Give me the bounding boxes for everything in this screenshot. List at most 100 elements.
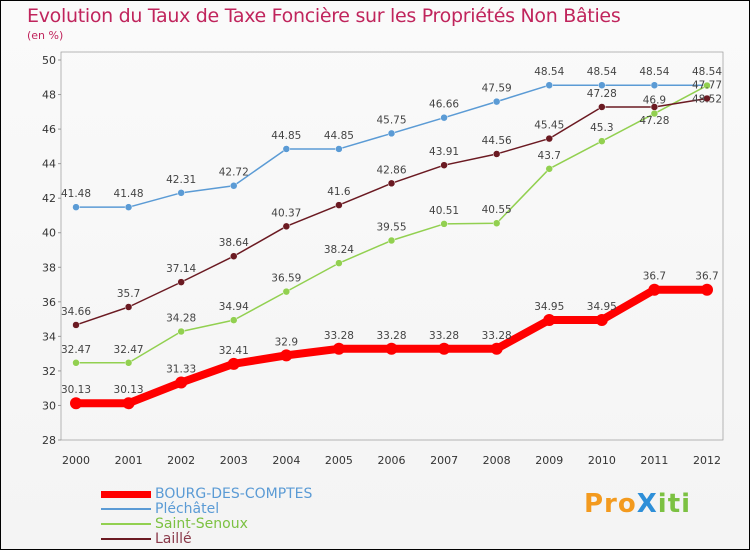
data-point [124, 203, 133, 211]
data-point [175, 376, 188, 389]
chart-title: Evolution du Taux de Taxe Foncière sur l… [27, 5, 621, 27]
data-point [177, 278, 185, 286]
data-label: 34.94 [219, 301, 249, 313]
x-tick-label: 2012 [693, 454, 721, 467]
data-label: 47.28 [587, 88, 617, 100]
x-tick-label: 2011 [640, 454, 668, 467]
y-tick-label: 40 [42, 227, 56, 240]
data-point [70, 397, 82, 410]
data-label: 44.56 [482, 135, 512, 147]
y-tick-label: 50 [42, 54, 56, 67]
y-tick-label: 28 [42, 434, 56, 447]
y-tick-label: 32 [42, 365, 56, 378]
series-line [76, 84, 707, 208]
y-tick-label: 34 [42, 330, 56, 343]
legend-item: Laillé [101, 531, 192, 547]
data-label: 45.75 [376, 114, 406, 126]
data-point [335, 259, 343, 267]
data-point [230, 181, 238, 190]
data-point [335, 201, 343, 209]
data-point [387, 179, 396, 188]
x-tick-label: 2003 [220, 454, 248, 467]
data-point [545, 81, 553, 89]
data-label: 41.48 [61, 188, 91, 200]
x-tick-label: 2010 [588, 454, 616, 467]
data-point [72, 203, 80, 211]
data-point [230, 316, 238, 324]
y-tick-label: 36 [42, 296, 56, 309]
data-point [230, 252, 238, 260]
data-label: 33.28 [482, 330, 512, 342]
data-label: 48.54 [587, 66, 617, 78]
data-label: 45.3 [590, 122, 613, 134]
data-point [703, 94, 711, 103]
data-label: 31.33 [166, 363, 196, 375]
data-label: 44.85 [271, 130, 301, 142]
data-label: 33.28 [324, 330, 354, 342]
y-tick-label: 46 [42, 123, 56, 136]
y-tick-label: 38 [42, 261, 56, 274]
data-point [598, 137, 606, 145]
legend-swatch [101, 523, 151, 525]
data-label: 36.7 [643, 271, 666, 283]
data-point [598, 81, 606, 89]
y-tick-label: 42 [42, 192, 56, 205]
data-label: 32.47 [61, 344, 91, 356]
x-tick-label: 2007 [430, 454, 458, 467]
data-label: 42.86 [376, 164, 406, 176]
data-label: 48.52 [692, 94, 722, 106]
data-point [124, 303, 133, 311]
data-point [282, 222, 291, 231]
data-label: 46.9 [643, 95, 666, 107]
data-label: 41.6 [327, 186, 351, 198]
data-label: 43.91 [429, 146, 459, 158]
data-label: 37.14 [166, 263, 196, 275]
legend-swatch [101, 538, 151, 540]
data-point [595, 313, 608, 326]
data-label: 44.85 [324, 130, 354, 142]
data-point [545, 165, 553, 173]
data-label: 45.45 [534, 120, 564, 132]
y-tick-label: 44 [42, 158, 56, 171]
x-tick-label: 2006 [378, 454, 406, 467]
data-point [545, 134, 553, 143]
data-point [282, 287, 291, 296]
data-label: 48.54 [534, 66, 564, 78]
data-label: 47.77 [692, 80, 722, 92]
data-point [650, 103, 659, 111]
data-point [701, 283, 713, 296]
data-label: 38.24 [324, 244, 354, 256]
data-label: 33.28 [376, 330, 406, 342]
x-tick-label: 2001 [115, 454, 143, 467]
legend-swatch [101, 490, 151, 498]
legend-label: Saint-Senoux [155, 516, 248, 532]
data-label: 41.48 [114, 188, 144, 200]
data-label: 39.55 [376, 222, 406, 234]
data-label: 40.55 [482, 204, 512, 216]
legend-item: Pléchâtel [101, 501, 219, 517]
data-label: 32.9 [275, 336, 298, 348]
x-tick-label: 2002 [167, 454, 195, 467]
data-label: 34.28 [166, 313, 196, 325]
x-tick-label: 2008 [483, 454, 511, 467]
data-label: 36.7 [695, 271, 718, 283]
data-point [650, 81, 659, 89]
x-tick-label: 2004 [272, 454, 300, 467]
data-label: 47.59 [482, 83, 512, 95]
data-point [335, 145, 343, 153]
legend-item: Saint-Senoux [101, 516, 248, 532]
data-point [177, 189, 185, 197]
data-label: 46.66 [429, 99, 459, 111]
y-tick-label: 48 [42, 89, 56, 102]
data-point [648, 283, 661, 296]
x-tick-label: 2009 [535, 454, 563, 467]
data-label: 43.7 [538, 150, 561, 162]
data-point [492, 219, 501, 227]
data-point [332, 342, 345, 355]
y-axis-unit: (en %) [27, 29, 64, 42]
data-label: 40.37 [271, 207, 301, 219]
data-label: 34.95 [587, 301, 617, 313]
data-label: 32.41 [219, 345, 249, 357]
